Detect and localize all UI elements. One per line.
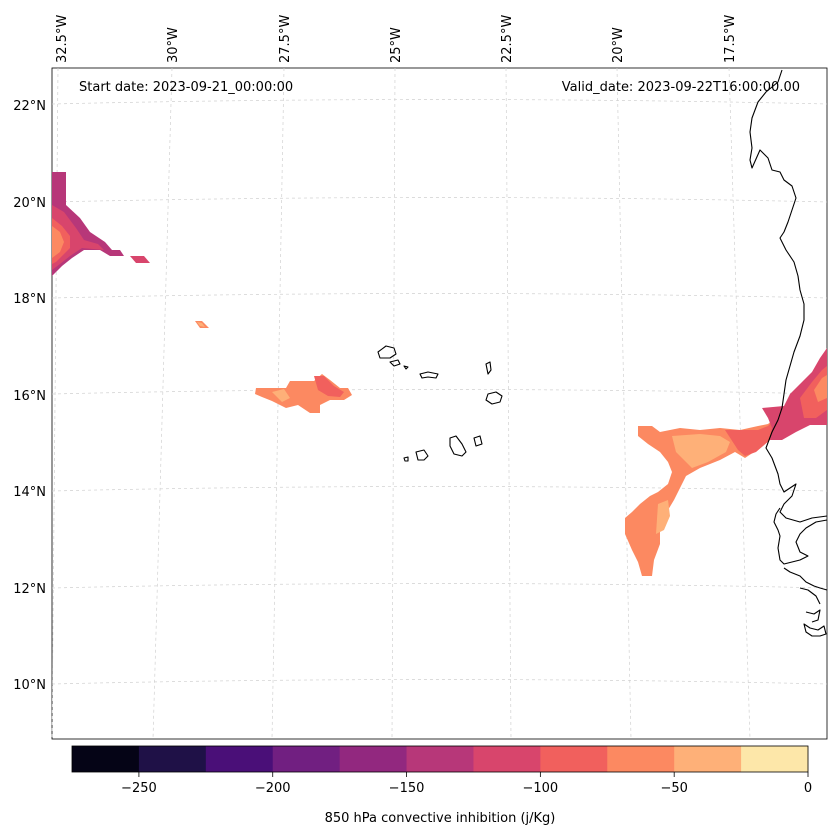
- parallel-18n: [51, 293, 828, 299]
- parallel-12n: [51, 583, 828, 589]
- guinea-coast: [773, 507, 828, 565]
- colorbar-cells: [72, 746, 809, 772]
- cape-verde-sao-nicolau: [419, 371, 439, 379]
- colorbar-label: 850 hPa convective inhibition (j/Kg): [325, 811, 556, 826]
- colorbar-cell: [473, 746, 541, 772]
- cape-verde-santiago: [449, 435, 467, 457]
- cin-region-coast-core: [814, 375, 827, 402]
- africa-coastline: [749, 69, 828, 523]
- latitude-labels: 22°N 20°N 18°N 16°N 14°N 12°N 10°N: [13, 99, 46, 693]
- colorbar: −250 −200 −150 −100 −50 0 850 hPa convective …: [71, 745, 812, 826]
- meridian-27-5w: [271, 67, 285, 740]
- colorbar-tick-label: −100: [523, 781, 559, 796]
- colorbar-cell: [339, 746, 408, 772]
- start-date-label: Start date: 2023-09-21_00:00:00: [79, 80, 293, 95]
- colorbar-cell: [72, 746, 140, 772]
- graticule: [51, 67, 828, 740]
- longitude-labels: 32.5°W 30°W 27.5°W 25°W 22.5°W 20°W 17.5…: [55, 15, 738, 63]
- lat-label-22n: 22°N: [13, 99, 46, 114]
- lon-label-20w: 20°W: [611, 27, 626, 63]
- coastlines: [377, 69, 828, 637]
- colorbar-tick-label: 0: [804, 781, 812, 796]
- colorbar-cell: [540, 746, 608, 772]
- colorbar-cell: [205, 746, 274, 772]
- parallel-10n: [51, 679, 828, 685]
- cape-verde-sao-vicente: [389, 359, 401, 367]
- meridian-30w: [152, 67, 173, 740]
- cape-verde-santa-luzia: [403, 365, 409, 370]
- lon-label-22-5w: 22.5°W: [500, 15, 515, 63]
- cin-region-nw-tail: [130, 256, 150, 263]
- lat-label-18n: 18°N: [13, 292, 46, 307]
- lon-label-27-5w: 27.5°W: [278, 15, 293, 63]
- colorbar-tick-label: −150: [389, 781, 425, 796]
- colorbar-tick-label: −50: [660, 781, 687, 796]
- cape-verde-brava: [403, 456, 409, 462]
- meridian-20w: [616, 67, 632, 740]
- colorbar-cell: [674, 746, 742, 772]
- lon-label-17-5w: 17.5°W: [723, 15, 738, 63]
- colorbar-cell: [607, 746, 675, 772]
- lon-label-30w: 30°W: [166, 27, 181, 63]
- meridian-25w: [391, 67, 396, 740]
- map-panel: Start date: 2023-09-21_00:00:00 Valid_da…: [51, 67, 828, 740]
- cape-verde-boa-vista: [485, 391, 503, 405]
- cin-region-east-pale-south: [656, 500, 670, 534]
- meridian-32-5w: [51, 67, 59, 740]
- colorbar-tick-label: −200: [255, 781, 291, 796]
- cin-region-coast-orange: [800, 366, 827, 418]
- meridian-22-5w: [505, 67, 512, 740]
- lon-label-25w: 25°W: [389, 27, 404, 63]
- parallel-20n: [51, 197, 828, 203]
- lon-label-32-5w: 32.5°W: [55, 15, 70, 63]
- parallel-22n: [51, 99, 828, 105]
- parallel-14n: [51, 486, 828, 492]
- cape-verde-maio: [473, 435, 483, 447]
- colorbar-ticks: −250 −200 −150 −100 −50 0: [121, 772, 812, 796]
- cape-verde-fogo: [415, 449, 429, 461]
- bijagos-coast: [783, 567, 828, 637]
- parallel-16n: [51, 389, 828, 395]
- cin-region-east-pale: [672, 434, 730, 468]
- lat-label-20n: 20°N: [13, 196, 46, 211]
- map-frame: [51, 67, 828, 740]
- cin-contours: [52, 172, 827, 576]
- colorbar-frame: [71, 745, 809, 773]
- cin-region-central-hot: [314, 376, 344, 397]
- meridian-17-5w: [728, 67, 751, 740]
- cin-region-nw-inner: [52, 205, 104, 270]
- cin-region-small-blob-core: [197, 322, 205, 327]
- lat-label-16n: 16°N: [13, 389, 46, 404]
- cape-verde-sal: [485, 361, 492, 375]
- lat-label-14n: 14°N: [13, 485, 46, 500]
- colorbar-cell: [406, 746, 474, 772]
- colorbar-cell: [272, 746, 341, 772]
- valid-date-label: Valid_date: 2023-09-22T16:00:00.00: [562, 80, 800, 95]
- cin-region-east-hot: [725, 408, 784, 456]
- colorbar-cell: [741, 746, 809, 772]
- cin-region-nw-center: [52, 226, 64, 258]
- cin-region-central-pale: [272, 389, 290, 402]
- cape-verde-santo-antao: [377, 345, 397, 359]
- colorbar-cell: [138, 746, 207, 772]
- colorbar-tick-label: −250: [121, 781, 157, 796]
- lat-label-12n: 12°N: [13, 582, 46, 597]
- lat-label-10n: 10°N: [13, 678, 46, 693]
